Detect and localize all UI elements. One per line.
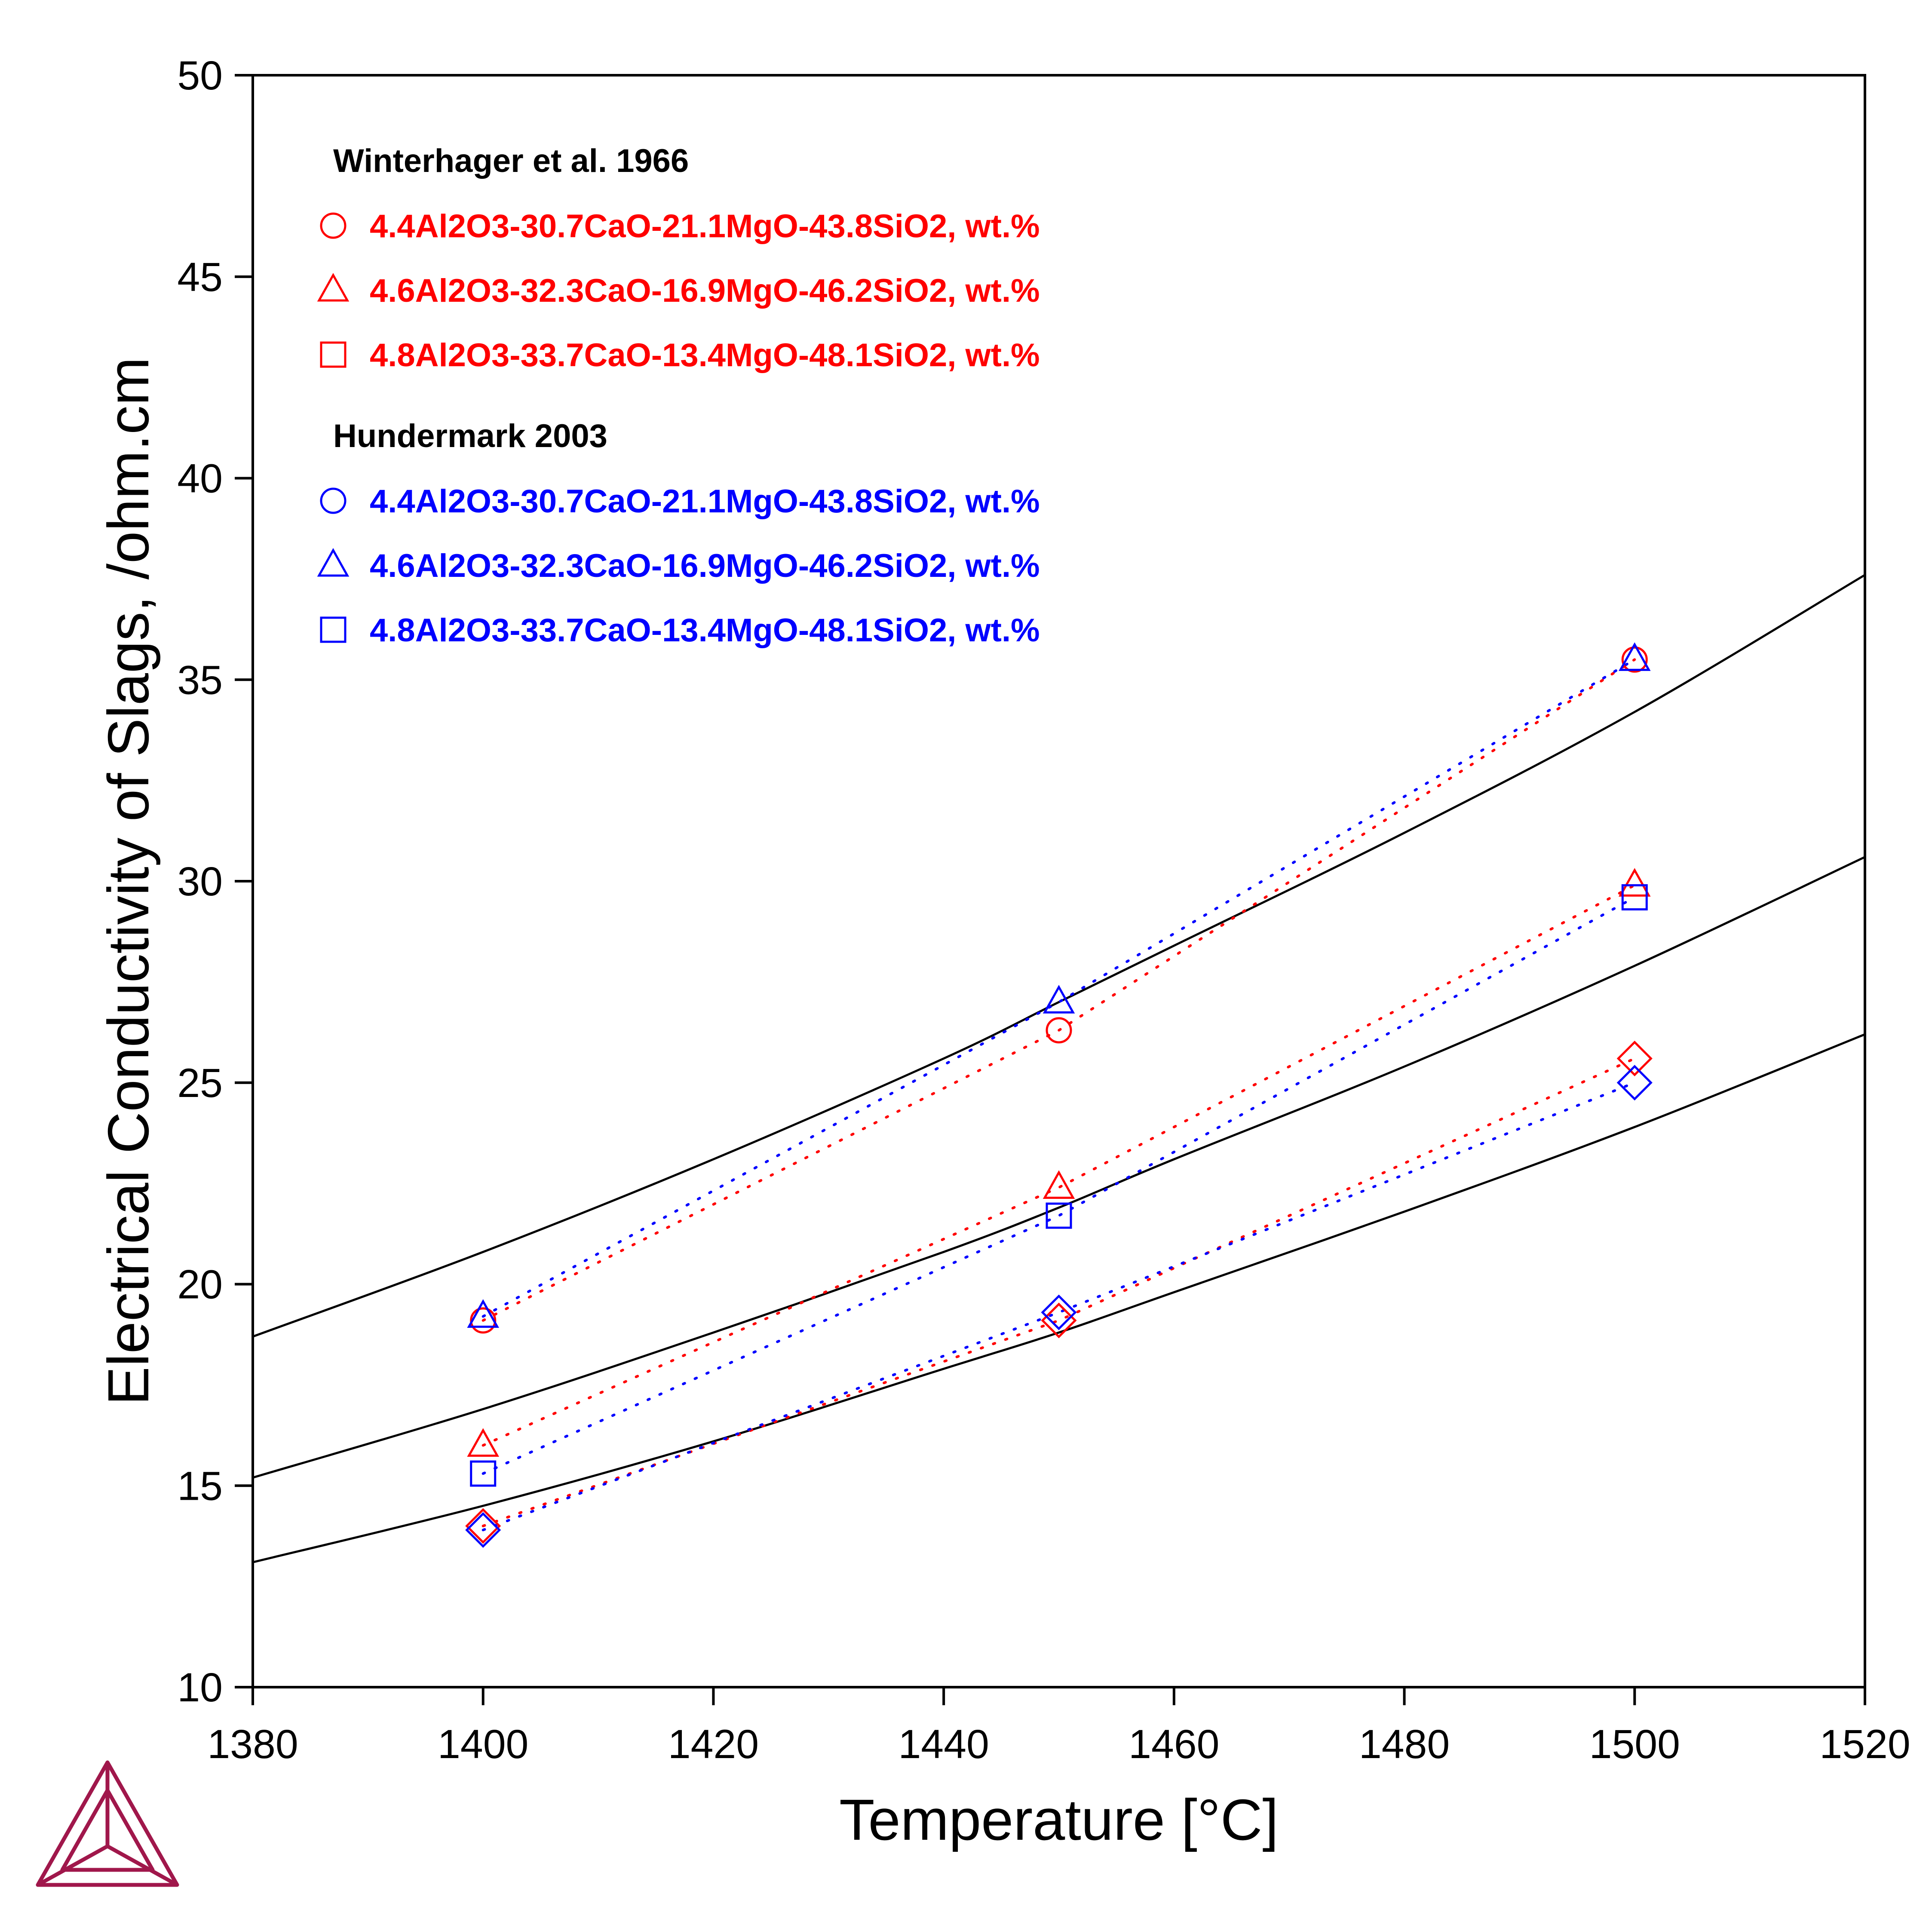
plot-frame	[251, 74, 1866, 1688]
x-tick-label: 1500	[1589, 1722, 1680, 1767]
data-point-triangle	[1043, 1170, 1075, 1199]
x-tick-label: 1480	[1359, 1722, 1450, 1767]
data-point-triangle	[1043, 985, 1075, 1014]
data-point-square	[470, 1460, 497, 1487]
legend-marker-triangle	[317, 548, 350, 577]
y-tick-label: 30	[177, 859, 223, 904]
experimental-connector	[481, 1081, 1636, 1532]
legend-entry-label: 4.8Al2O3-33.7CaO-13.4MgO-48.1SiO2, wt.%	[370, 337, 1040, 374]
data-point-diamond	[465, 1508, 501, 1544]
data-point-diamond	[1041, 1302, 1077, 1339]
data-point-diamond	[1616, 1065, 1653, 1101]
calculated-curves	[252, 574, 1866, 1563]
data-point-circle	[470, 1307, 497, 1334]
experimental-connector	[481, 658, 1636, 1318]
legend-marker-circle	[320, 212, 347, 239]
legend-group-title: Hundermark 2003	[333, 418, 607, 454]
legend-marker-square	[320, 616, 347, 643]
data-point-triangle	[1619, 642, 1651, 671]
calculated-curve	[252, 1033, 1865, 1563]
data-point-triangle	[467, 1428, 499, 1457]
thermo-calc-logo-icon	[36, 1760, 179, 1887]
data-point-square	[1046, 1202, 1072, 1229]
experimental-connector	[481, 658, 1636, 1322]
data-point-diamond	[465, 1512, 501, 1548]
data-point-triangle	[1619, 868, 1651, 897]
legend-entry-label: 4.4Al2O3-30.7CaO-21.1MgO-43.8SiO2, wt.%	[370, 208, 1040, 245]
experimental-connectors	[481, 658, 1636, 1532]
x-tick-label: 1400	[438, 1722, 528, 1767]
y-tick-label: 25	[177, 1060, 223, 1106]
y-tick-label: 45	[177, 254, 223, 300]
x-axis-label: Temperature [°C]	[839, 1787, 1279, 1852]
calculated-curve	[252, 574, 1866, 1338]
x-tick-label: 1420	[668, 1722, 759, 1767]
y-tick-label: 35	[177, 657, 223, 703]
y-axis: 10 15 20 25 30 35 40 45 50	[177, 53, 253, 1710]
legend-group-title: Winterhager et al. 1966	[333, 143, 689, 179]
y-axis-label: Electrical Conductivity of Slags, /ohm.c…	[96, 357, 161, 1405]
x-tick-label: 1440	[898, 1722, 989, 1767]
data-point-triangle	[467, 1299, 499, 1328]
experimental-connector	[481, 896, 1636, 1475]
x-tick-label: 1460	[1129, 1722, 1219, 1767]
legend-entry-label: 4.4Al2O3-30.7CaO-21.1MgO-43.8SiO2, wt.%	[370, 483, 1040, 520]
data-point-diamond	[1041, 1294, 1077, 1330]
experimental-connector	[481, 1057, 1636, 1527]
legend: Winterhager et al. 1966 4.4Al2O3-30.7CaO-…	[317, 143, 1040, 649]
x-tick-label: 1380	[207, 1722, 298, 1767]
legend-entry-label: 4.8Al2O3-33.7CaO-13.4MgO-48.1SiO2, wt.%	[370, 612, 1040, 649]
calculated-curve	[252, 856, 1866, 1479]
x-tick-label: 1520	[1819, 1722, 1910, 1767]
x-axis: 1380 1400 1420 1440 1460 1480 1500 1520	[207, 1687, 1911, 1767]
y-tick-label: 40	[177, 456, 223, 502]
experimental-markers	[465, 642, 1653, 1548]
y-tick-label: 20	[177, 1262, 223, 1308]
data-point-circle	[1046, 1017, 1072, 1044]
y-tick-label: 10	[177, 1665, 223, 1710]
data-point-circle	[1621, 646, 1648, 673]
legend-entry-label: 4.6Al2O3-32.3CaO-16.9MgO-46.2SiO2, wt.%	[370, 273, 1040, 309]
experimental-connector	[481, 884, 1636, 1447]
legend-marker-circle	[320, 487, 347, 514]
legend-entry-label: 4.6Al2O3-32.3CaO-16.9MgO-46.2SiO2, wt.%	[370, 548, 1040, 584]
legend-marker-square	[320, 341, 347, 368]
data-point-diamond	[1616, 1040, 1653, 1077]
y-tick-label: 15	[177, 1463, 223, 1509]
legend-marker-triangle	[317, 273, 350, 302]
data-point-square	[1621, 884, 1648, 910]
y-tick-label: 50	[177, 53, 223, 98]
